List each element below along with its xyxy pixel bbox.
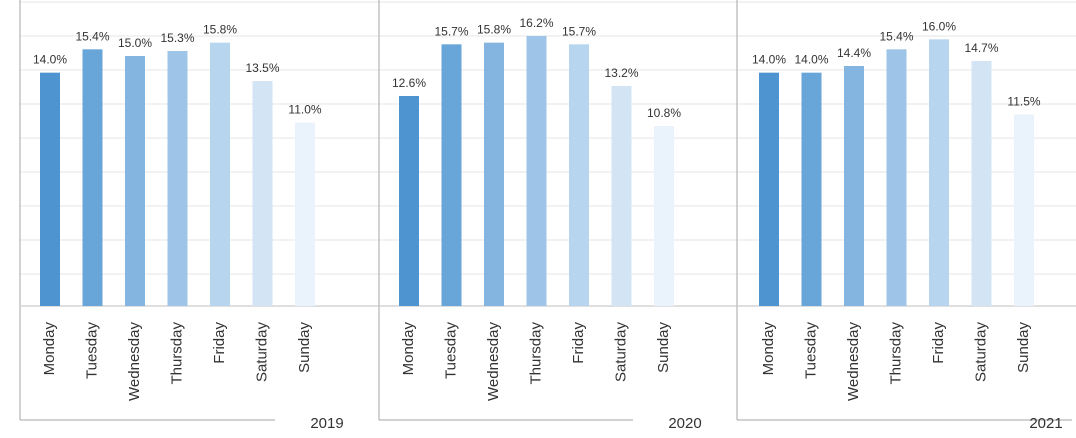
data-label: 14.0% bbox=[752, 53, 786, 67]
bar-2019-thursday bbox=[167, 51, 188, 306]
x-tick-label: Saturday bbox=[613, 322, 630, 383]
bar-2019-saturday bbox=[252, 81, 273, 306]
bar-2019-tuesday bbox=[82, 49, 103, 306]
x-tick-label: Tuesday bbox=[443, 322, 460, 379]
group-label-2020: 2020 bbox=[668, 415, 701, 432]
gridlines bbox=[20, 1, 1076, 275]
panel-2019: 14.0% Monday 15.4% Tuesday 15.0% Wednesday 15.… bbox=[19, 0, 379, 432]
panel-2020: 12.6% Monday 15.7% Tuesday 15.8% Wednesday 16.… bbox=[378, 0, 737, 432]
bar-2021-tuesday bbox=[801, 72, 822, 307]
data-label: 15.8% bbox=[477, 23, 511, 37]
bar-2021-monday bbox=[759, 72, 779, 307]
x-tick-label: Saturday bbox=[254, 322, 271, 383]
x-tick-label: Saturday bbox=[973, 322, 990, 383]
data-label: 15.0% bbox=[118, 36, 152, 50]
bar-2020-friday bbox=[569, 44, 589, 306]
x-tick-label: Friday bbox=[211, 322, 228, 364]
x-tick-label: Tuesday bbox=[803, 322, 820, 379]
x-tick-label: Sunday bbox=[1015, 322, 1032, 373]
x-tick-label: Monday bbox=[400, 322, 417, 376]
x-tick-label: Thursday bbox=[528, 322, 545, 385]
x-tick-label: Wednesday bbox=[485, 322, 502, 401]
data-label: 12.6% bbox=[392, 76, 426, 90]
bar-2020-monday bbox=[399, 96, 419, 306]
data-label: 16.2% bbox=[519, 16, 553, 30]
data-label: 14.0% bbox=[794, 53, 828, 67]
panel-2021: 14.0% Monday 14.0% Tuesday 14.4% Wednesday 15.… bbox=[736, 0, 1076, 432]
x-tick-label: Thursday bbox=[169, 322, 186, 385]
bar-2021-wednesday bbox=[844, 66, 864, 306]
x-tick-label: Sunday bbox=[655, 322, 672, 373]
data-label: 15.4% bbox=[879, 29, 913, 43]
bar-2020-wednesday bbox=[484, 42, 504, 307]
bar-2021-saturday bbox=[971, 61, 992, 306]
bar-2020-saturday bbox=[611, 86, 632, 306]
bar-2019-sunday bbox=[295, 122, 315, 307]
x-tick-label: Tuesday bbox=[84, 322, 101, 379]
bar-2019-monday bbox=[40, 72, 60, 307]
data-label: 15.8% bbox=[203, 23, 237, 37]
bar-2021-thursday bbox=[886, 49, 907, 306]
bar-2019-friday bbox=[210, 42, 230, 307]
bar-2020-sunday bbox=[654, 126, 674, 306]
data-label: 11.0% bbox=[288, 103, 321, 117]
x-tick-label: Friday bbox=[570, 322, 587, 364]
group-label-2019: 2019 bbox=[310, 415, 343, 432]
data-label: 16.0% bbox=[922, 19, 956, 33]
data-label: 14.4% bbox=[837, 46, 871, 60]
data-label: 15.7% bbox=[562, 24, 596, 38]
x-tick-label: Monday bbox=[760, 322, 777, 376]
x-tick-label: Monday bbox=[41, 322, 58, 376]
data-label: 10.8% bbox=[647, 106, 681, 120]
bar-2021-friday bbox=[929, 39, 949, 306]
data-label: 15.3% bbox=[160, 31, 194, 45]
data-label: 14.7% bbox=[964, 41, 998, 55]
x-tick-label: Sunday bbox=[296, 322, 313, 373]
data-label: 15.4% bbox=[75, 29, 109, 43]
x-tick-label: Friday bbox=[930, 322, 947, 364]
x-tick-label: Wednesday bbox=[126, 322, 143, 401]
group-label-2021: 2021 bbox=[1029, 415, 1062, 432]
bar-2020-thursday bbox=[526, 36, 547, 306]
data-label: 13.5% bbox=[245, 61, 279, 75]
x-tick-label: Thursday bbox=[888, 322, 905, 385]
data-label: 11.5% bbox=[1007, 94, 1040, 108]
data-label: 14.0% bbox=[33, 53, 67, 67]
data-label: 13.2% bbox=[604, 66, 638, 80]
x-tick-label: Wednesday bbox=[845, 322, 862, 401]
bar-2021-sunday bbox=[1014, 114, 1034, 306]
bar-2020-tuesday bbox=[441, 44, 462, 306]
data-label: 15.7% bbox=[434, 24, 468, 38]
bar-2019-wednesday bbox=[125, 56, 145, 306]
